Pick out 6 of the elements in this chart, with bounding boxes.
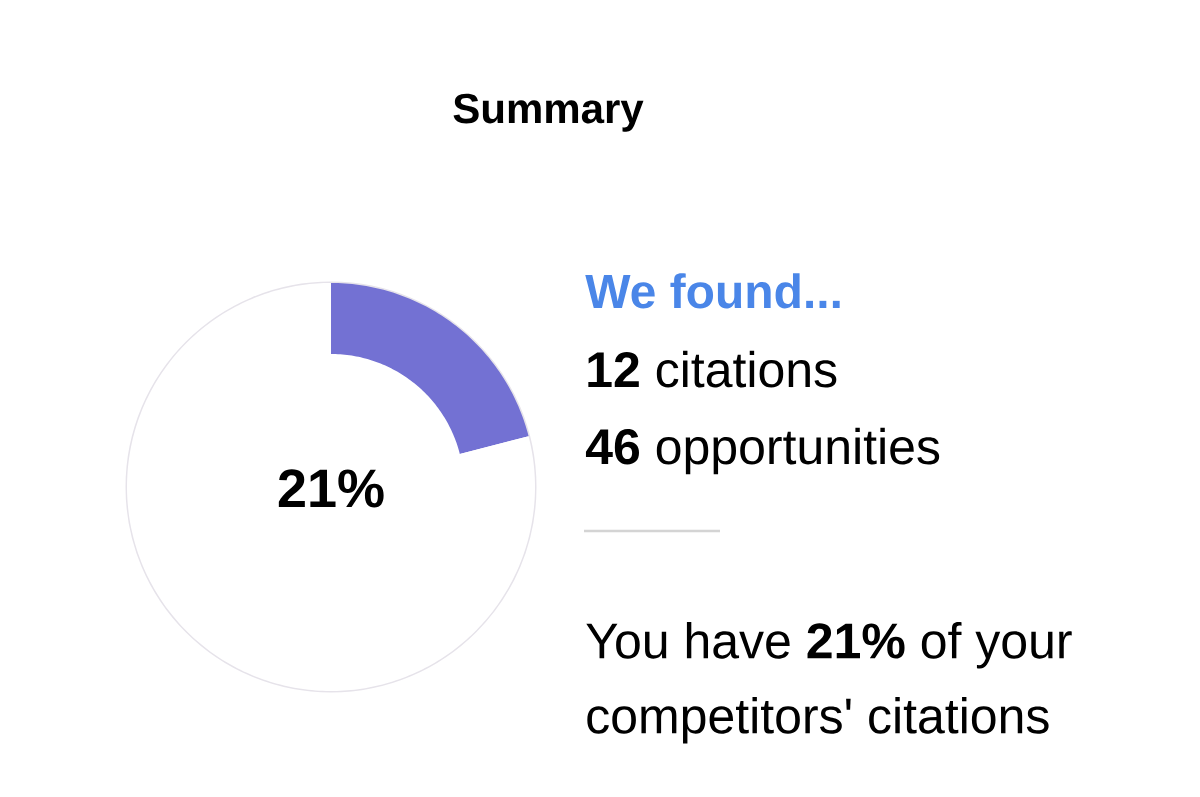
text: You have 21% of your competitors' citations bbox=[586, 621, 1072, 744]
text: 12 citations bbox=[588, 350, 837, 388]
text: We found... bbox=[585, 273, 840, 309]
text: 46 opportunities bbox=[585, 427, 940, 475]
chart-title: Summary bbox=[453, 93, 644, 132]
text: 21% bbox=[278, 469, 384, 508]
